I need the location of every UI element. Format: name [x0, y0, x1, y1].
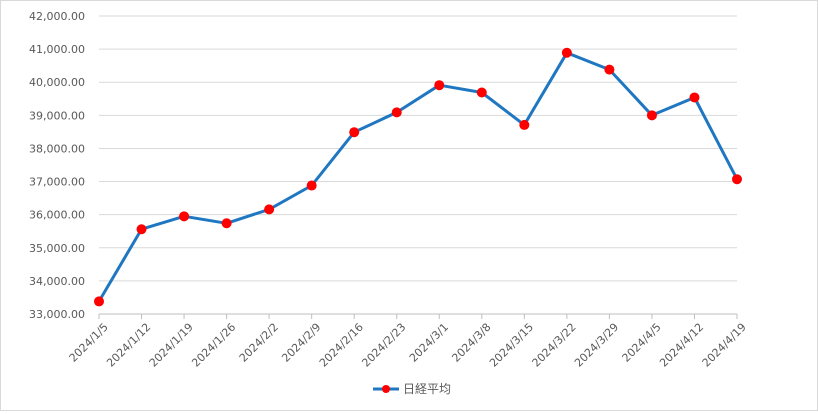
y-tick-label: 34,000.00: [29, 275, 85, 288]
x-tick-label: 2024/3/29: [572, 321, 621, 370]
y-tick-label: 38,000.00: [29, 142, 85, 155]
x-tick-label: 2024/3/15: [487, 321, 536, 370]
series-line: [97, 51, 739, 303]
data-point: [264, 204, 275, 215]
data-point: [179, 211, 190, 222]
x-tick-label: 2024/1/5: [67, 321, 111, 365]
y-tick-label: 33,000.00: [29, 308, 85, 321]
data-point: [349, 127, 360, 138]
y-axis-tick-labels: 33,000.00 34,000.00 35,000.00 36,000.00 37,0…: [29, 10, 85, 321]
x-tick-label: 2024/1/19: [147, 321, 196, 370]
data-point: [561, 47, 572, 58]
x-axis-tick-labels: 2024/1/52024/1/122024/1/192024/1/262024/…: [67, 321, 749, 370]
x-tick-label: 2024/2/16: [317, 321, 366, 370]
y-tick-label: 39,000.00: [29, 109, 85, 122]
data-point: [646, 110, 657, 121]
x-tick-label: 2024/4/12: [657, 321, 706, 370]
x-tick-label: 2024/3/1: [407, 321, 451, 365]
y-tick-label: 37,000.00: [29, 176, 85, 189]
data-point: [604, 64, 615, 75]
gridlines: [99, 15, 737, 282]
x-tick-label: 2024/1/12: [104, 321, 153, 370]
legend: 日経平均: [373, 382, 451, 396]
series-group: [94, 47, 742, 307]
data-point: [434, 80, 445, 91]
x-tick-label: 2024/3/8: [449, 321, 493, 365]
x-axis: [98, 313, 738, 319]
data-point: [94, 296, 104, 307]
x-tick-label: 2024/4/19: [700, 321, 749, 370]
y-tick-label: 40,000.00: [29, 76, 85, 89]
data-point: [519, 119, 530, 130]
data-point: [689, 92, 700, 103]
x-tick-label: 2024/1/26: [189, 321, 238, 370]
data-point: [136, 224, 147, 235]
y-tick-label: 41,000.00: [29, 43, 85, 56]
x-tick-label: 2024/2/23: [359, 321, 408, 370]
legend-marker-swatch: [382, 385, 390, 393]
x-tick-label: 2024/4/5: [620, 321, 664, 365]
legend-series-label: 日経平均: [403, 382, 451, 396]
x-tick-label: 2024/2/9: [279, 321, 323, 365]
x-tick-label: 2024/3/22: [530, 321, 579, 370]
data-point: [221, 218, 232, 229]
data-point: [732, 174, 742, 185]
data-point: [391, 107, 402, 118]
data-point: [476, 87, 487, 98]
y-tick-label: 42,000.00: [29, 10, 85, 23]
y-tick-label: 36,000.00: [29, 209, 85, 222]
x-tick-label: 2024/2/2: [237, 321, 281, 365]
y-tick-label: 35,000.00: [29, 242, 85, 255]
data-point: [306, 180, 317, 191]
